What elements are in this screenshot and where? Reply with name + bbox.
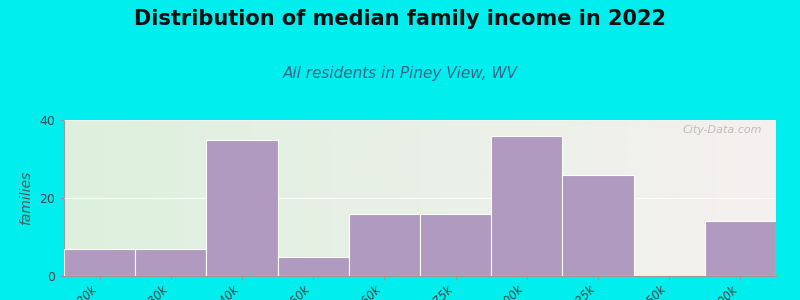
Text: Distribution of median family income in 2022: Distribution of median family income in … bbox=[134, 9, 666, 29]
Y-axis label: families: families bbox=[19, 171, 34, 225]
Text: All residents in Piney View, WV: All residents in Piney View, WV bbox=[282, 66, 518, 81]
Bar bbox=[135, 249, 206, 276]
Bar bbox=[420, 214, 491, 276]
Bar bbox=[64, 249, 135, 276]
Bar bbox=[349, 214, 420, 276]
Bar bbox=[705, 221, 776, 276]
Bar bbox=[206, 140, 278, 276]
Bar bbox=[491, 136, 562, 276]
Bar bbox=[278, 256, 349, 276]
Bar bbox=[562, 175, 634, 276]
Text: City-Data.com: City-Data.com bbox=[682, 125, 762, 135]
